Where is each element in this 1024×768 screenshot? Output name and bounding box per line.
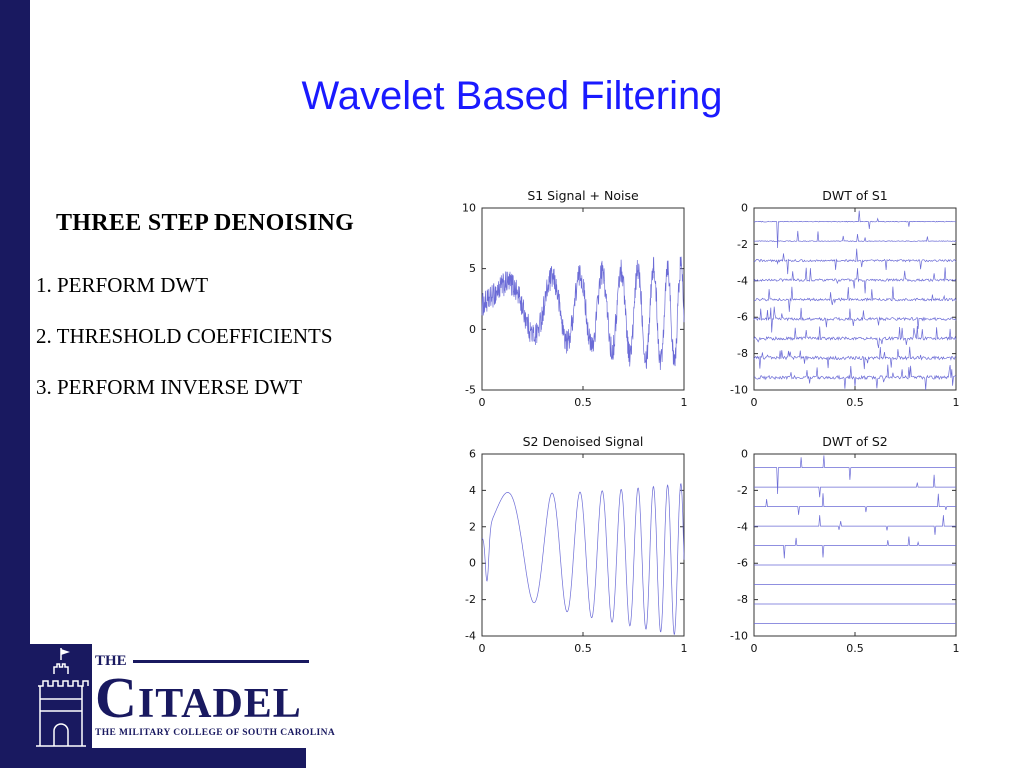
svg-text:5: 5	[469, 262, 476, 275]
svg-text:DWT of S2: DWT of S2	[822, 434, 888, 449]
dwt-s1-svg: 0 0.5 1 0 -2 -4 -6 -8 -10 DWT of S1	[730, 188, 960, 409]
svg-text:0.5: 0.5	[846, 396, 864, 409]
svg-text:0: 0	[741, 202, 748, 215]
step-item-2: 2. THRESHOLD COEFFICIENTS	[36, 324, 333, 348]
slide-title: Wavelet Based Filtering	[301, 74, 723, 118]
content-block: THREE STEP DENOISING 1. PERFORM DWT 2. T…	[36, 210, 436, 400]
logo-tagline: THE MILITARY COLLEGE OF SOUTH CAROLINA	[95, 728, 336, 739]
svg-text:S2 Denoised Signal: S2 Denoised Signal	[523, 434, 644, 449]
step-item-1: 1. PERFORM DWT	[36, 273, 209, 297]
svg-text:S1 Signal + Noise: S1 Signal + Noise	[527, 188, 639, 203]
logo-the-row: THE	[95, 653, 309, 670]
svg-text:0.5: 0.5	[574, 396, 592, 409]
decorative-rule	[132, 660, 309, 663]
chart-dwt-of-s1: 0 0.5 1 0 -2 -4 -6 -8 -10 DWT of S1	[710, 186, 980, 431]
svg-text:-2: -2	[465, 593, 476, 606]
svg-text:-4: -4	[737, 274, 748, 287]
step-item-3: 3. PERFORM INVERSE DWT	[36, 375, 303, 399]
svg-text:0: 0	[741, 448, 748, 461]
castle-icon	[30, 644, 92, 756]
s2-denoised-svg: 0 0.5 1 6 4 2 0 -2 -4 S2 Denoised Signal	[465, 434, 688, 655]
svg-text:4: 4	[469, 484, 476, 497]
svg-text:0: 0	[479, 396, 486, 409]
svg-text:-10: -10	[730, 384, 748, 397]
svg-text:-2: -2	[737, 484, 748, 497]
svg-text:1: 1	[953, 396, 960, 409]
svg-text:10: 10	[462, 202, 476, 215]
content-heading: THREE STEP DENOISING	[56, 210, 355, 236]
svg-text:-6: -6	[737, 311, 748, 324]
svg-text:0: 0	[751, 396, 758, 409]
svg-text:DWT of S1: DWT of S1	[822, 188, 888, 203]
svg-text:1: 1	[953, 642, 960, 655]
left-accent-bar	[0, 0, 30, 768]
logo-name: CITADEL	[95, 669, 309, 727]
dwt-s2-svg: 0 0.5 1 0 -2 -4 -6 -8 -10 DWT of S2	[730, 434, 960, 655]
svg-text:0: 0	[469, 557, 476, 570]
svg-text:-4: -4	[465, 630, 476, 643]
svg-text:0: 0	[469, 323, 476, 336]
svg-text:2: 2	[469, 520, 476, 533]
svg-text:-8: -8	[737, 347, 748, 360]
svg-text:-2: -2	[737, 238, 748, 251]
logo-text-block: THE CITADEL THE MILITARY COLLEGE OF SOUT…	[95, 644, 336, 739]
logo-name-rest: ITADEL	[137, 681, 302, 727]
svg-text:0.5: 0.5	[574, 642, 592, 655]
chart-dwt-of-s2: 0 0.5 1 0 -2 -4 -6 -8 -10 DWT of S2	[710, 432, 980, 677]
svg-text:-6: -6	[737, 557, 748, 570]
svg-text:1: 1	[681, 396, 688, 409]
svg-text:1: 1	[681, 642, 688, 655]
svg-text:-8: -8	[737, 593, 748, 606]
svg-text:-5: -5	[465, 384, 476, 397]
citadel-logo: THE CITADEL THE MILITARY COLLEGE OF SOUT…	[30, 644, 336, 756]
svg-text:6: 6	[469, 448, 476, 461]
logo-the-label: THE	[95, 653, 127, 669]
chart-s2-denoised-signal: 0 0.5 1 6 4 2 0 -2 -4 S2 Denoised Signal	[438, 432, 708, 677]
svg-text:-4: -4	[737, 520, 748, 533]
svg-text:-10: -10	[730, 630, 748, 643]
svg-text:0: 0	[479, 642, 486, 655]
svg-text:0.5: 0.5	[846, 642, 864, 655]
logo-name-initial: C	[95, 665, 138, 730]
svg-text:0: 0	[751, 642, 758, 655]
chart-s1-signal-plus-noise: 0 0.5 1 10 5 0 -5 S1 Signal + Noise	[438, 186, 708, 431]
